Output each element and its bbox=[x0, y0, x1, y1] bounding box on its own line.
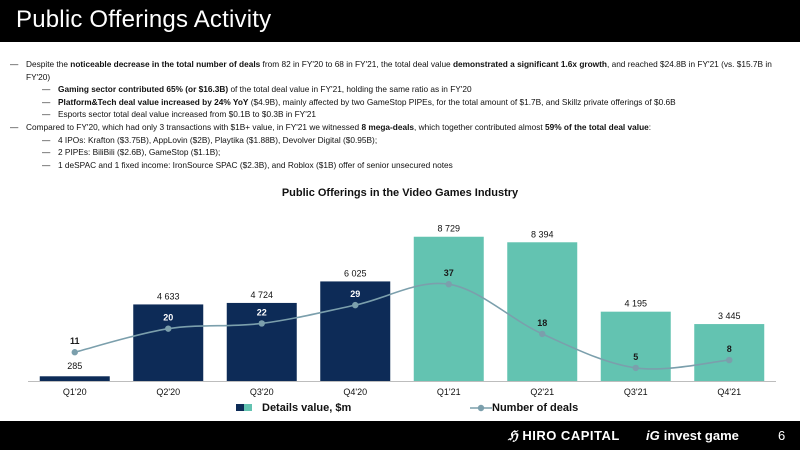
bullet-text: ($4.9B), mainly affected by two GameStop… bbox=[248, 96, 676, 107]
bar-value-label: 3 445 bbox=[718, 311, 741, 321]
bullet-dash-icon: — bbox=[10, 59, 19, 69]
bullet-dash-icon: — bbox=[42, 147, 51, 158]
deal-count-label: 11 bbox=[70, 336, 80, 346]
bullet-text: Compared to FY'20, which had only 3 tran… bbox=[26, 121, 362, 132]
legend-bar-label: Details value, $m bbox=[262, 402, 351, 414]
bullet-text: 4 IPOs: Krafton ($3.75B), AppLovin ($2B)… bbox=[58, 134, 378, 145]
bullet-text: from 82 in FY'20 to 68 in FY'21, the tot… bbox=[260, 59, 453, 69]
deal-count-label: 18 bbox=[537, 318, 547, 328]
deal-count-label: 20 bbox=[163, 313, 173, 323]
bullet-text: , and reached $24.8B in FY'21 (vs. $15.7… bbox=[26, 59, 772, 82]
bullet-text: , which together contributed almost bbox=[414, 121, 546, 132]
deal-point-2 bbox=[258, 320, 265, 327]
bullet-dash-icon: — bbox=[42, 96, 51, 107]
bullet-item: — Despite the noticeable decrease in the … bbox=[10, 58, 790, 83]
bar-value-label: 4 724 bbox=[250, 290, 273, 300]
bullet-text: of the total deal value in FY'21, holdin… bbox=[228, 84, 472, 95]
chart-title: Public Offerings in the Video Games Indu… bbox=[281, 187, 519, 199]
bar-value-label: 4 195 bbox=[624, 299, 647, 309]
bullet-text: Despite the bbox=[26, 59, 71, 69]
bullet-text: : bbox=[648, 121, 652, 132]
bullet-emphasis: 8 mega-deals bbox=[361, 121, 415, 132]
x-tick-label: Q1'20 bbox=[63, 387, 87, 397]
bullet-emphasis: noticeable decrease in the total number … bbox=[70, 59, 261, 69]
x-tick-label: Q3'20 bbox=[250, 387, 274, 397]
bar-4 bbox=[413, 236, 484, 381]
hiro-mark-icon: ℌ bbox=[508, 428, 519, 443]
deal-point-7 bbox=[726, 356, 733, 364]
bullet-item: — Compared to FY'20, which had only 3 tra… bbox=[10, 121, 790, 134]
bullet-dash-icon: — bbox=[42, 159, 51, 170]
page-number: 6 bbox=[778, 428, 786, 443]
deal-count-label: 22 bbox=[257, 307, 267, 317]
bullet-emphasis: Platform&Tech deal value increased by 24… bbox=[58, 96, 249, 107]
legend-bar-swatch bbox=[236, 404, 244, 411]
chart-canvas: 285 4 633 4 724 6 025 8 729 8 394 4 195 3 445 11… bbox=[28, 224, 776, 414]
legend-line-marker bbox=[477, 404, 485, 412]
x-tick-label: Q3'21 bbox=[624, 387, 648, 397]
x-tick-label: Q2'21 bbox=[530, 387, 554, 397]
deal-count-label: 37 bbox=[444, 268, 454, 278]
invest-game-text: invest game bbox=[663, 428, 739, 443]
x-tick-label: Q1'21 bbox=[437, 387, 461, 397]
deal-count-label: 29 bbox=[350, 289, 360, 299]
bullet-dash-icon: — bbox=[42, 109, 51, 120]
bullet-item: — Platform&Tech deal value increased by 2… bbox=[10, 96, 790, 109]
bullet-dash-icon: — bbox=[42, 84, 51, 95]
bar-2 bbox=[226, 302, 297, 381]
bar-5 bbox=[507, 242, 578, 381]
bullet-list: — Despite the noticeable decrease in the … bbox=[10, 58, 790, 171]
bullet-text: 2 PIPEs: BiliBili ($2.6B), GameStop ($1.… bbox=[58, 147, 221, 158]
bullet-dash-icon: — bbox=[10, 121, 19, 132]
bullet-item: — Gaming sector contributed 65% (or $16.3… bbox=[10, 83, 790, 96]
invest-game-mark-icon: iG bbox=[646, 428, 660, 443]
invest-game-logo: iG invest game bbox=[646, 428, 739, 443]
legend-line-label: Number of deals bbox=[492, 402, 578, 414]
hiro-capital-logo: ℌ HIRO CAPITAL bbox=[508, 428, 620, 444]
deal-point-1 bbox=[165, 325, 172, 332]
title-bar: Public Offerings Activity bbox=[0, 0, 800, 42]
deal-point-0 bbox=[71, 349, 78, 356]
hiro-capital-text: HIRO CAPITAL bbox=[522, 428, 620, 443]
x-tick-label: Q4'20 bbox=[343, 387, 367, 397]
x-tick-label: Q4'21 bbox=[717, 387, 741, 397]
bar-value-label: 8 729 bbox=[437, 224, 460, 234]
page-title: Public Offerings Activity bbox=[16, 6, 272, 33]
bullet-item: — 4 IPOs: Krafton ($3.75B), AppLovin ($2B… bbox=[10, 134, 790, 147]
bullet-text: Esports sector total deal value increase… bbox=[58, 109, 317, 120]
bar-7 bbox=[694, 324, 765, 381]
bullet-emphasis: demonstrated a significant 1.6x growth bbox=[452, 59, 607, 69]
deal-point-3 bbox=[352, 301, 359, 309]
bar-value-label: 4 633 bbox=[157, 291, 180, 301]
bar-0 bbox=[39, 376, 110, 381]
bullet-text: 1 deSPAC and 1 fixed income: IronSource … bbox=[58, 159, 453, 170]
deal-point-4 bbox=[445, 280, 452, 288]
bullet-emphasis: Gaming sector contributed 65% (or $16.3B… bbox=[58, 84, 229, 95]
x-tick-label: Q2'20 bbox=[156, 387, 180, 397]
deal-count-label: 5 bbox=[633, 352, 638, 362]
deal-point-5 bbox=[539, 330, 546, 338]
footer-bar: ℌ HIRO CAPITAL iG invest game 6 bbox=[0, 421, 800, 450]
bullet-item: — 2 PIPEs: BiliBili ($2.6B), GameStop ($1… bbox=[10, 146, 790, 159]
legend-bar-swatch-2 bbox=[244, 404, 252, 411]
deal-count-label: 8 bbox=[727, 344, 732, 354]
bar-value-label: 285 bbox=[67, 361, 82, 371]
bar-1 bbox=[133, 304, 204, 381]
bullet-dash-icon: — bbox=[42, 134, 51, 145]
bullet-emphasis: 59% of the total deal value bbox=[545, 121, 649, 132]
deals-line bbox=[74, 282, 730, 370]
bar-value-label: 8 394 bbox=[531, 229, 554, 239]
deal-point-6 bbox=[632, 364, 639, 372]
bar-value-label: 6 025 bbox=[344, 268, 367, 278]
bullet-item: — Esports sector total deal value increas… bbox=[10, 108, 790, 121]
bullet-item: — 1 deSPAC and 1 fixed income: IronSource… bbox=[10, 159, 790, 172]
